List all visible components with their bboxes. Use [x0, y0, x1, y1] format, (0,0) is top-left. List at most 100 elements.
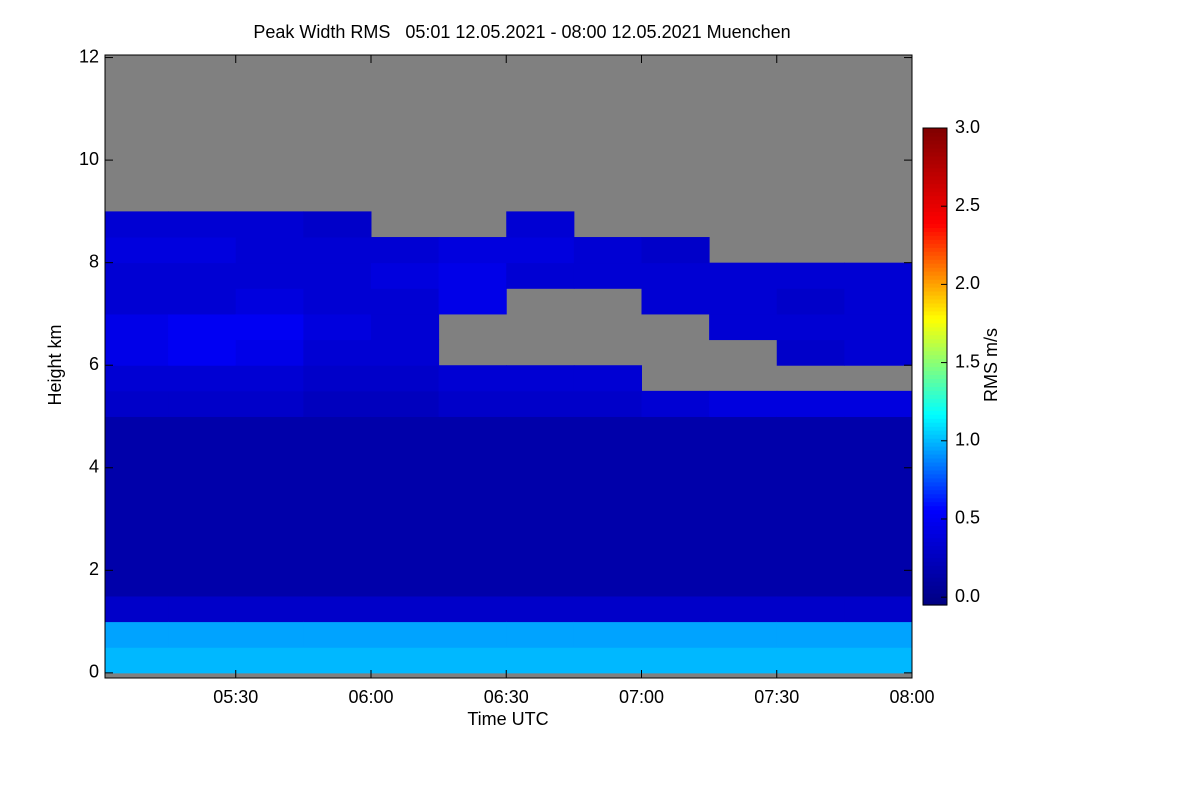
heatmap-cell — [303, 416, 372, 443]
colorbar-segment — [923, 402, 947, 407]
colorbar-segment — [923, 505, 947, 511]
colorbar-segment — [923, 374, 947, 380]
heatmap-cell — [303, 493, 372, 520]
heatmap-cell — [641, 544, 710, 571]
colorbar-segment — [923, 593, 947, 598]
heatmap-cell — [506, 390, 575, 417]
heatmap-cell — [303, 211, 372, 238]
colorbar-segment — [923, 422, 947, 427]
colorbar-segment — [923, 223, 947, 228]
heatmap-cell — [641, 262, 710, 289]
heatmap-cell — [438, 621, 507, 648]
colorbar-segment — [923, 533, 947, 539]
heatmap-cell — [709, 595, 778, 623]
heatmap-cell — [709, 262, 778, 289]
colorbar-segment — [923, 565, 947, 570]
y-tick-label: 12 — [79, 46, 99, 66]
heatmap-cell — [506, 237, 575, 264]
heatmap-cell — [105, 493, 169, 520]
colorbar-segment — [923, 501, 947, 507]
colorbar-segment — [923, 457, 947, 463]
heatmap-cell — [235, 493, 304, 520]
y-tick-label: 8 — [89, 251, 99, 271]
colorbar-segment — [923, 386, 947, 391]
heatmap-cell — [370, 313, 440, 341]
colorbar-segment — [923, 394, 947, 399]
heatmap-cell — [641, 519, 710, 546]
colorbar-segment — [923, 247, 947, 252]
heatmap-cell — [709, 493, 778, 520]
colorbar-segment — [923, 418, 947, 423]
x-axis-label: Time UTC — [467, 709, 548, 729]
heatmap-cell — [303, 390, 372, 417]
colorbar-segment — [923, 263, 947, 268]
y-tick-label: 0 — [89, 662, 99, 682]
heatmap-cell — [641, 288, 710, 315]
heatmap-cell — [438, 595, 507, 623]
colorbar-segment — [923, 199, 947, 205]
colorbar-segment — [923, 298, 947, 304]
heatmap-cell — [168, 493, 237, 520]
heatmap-cell — [303, 237, 372, 264]
colorbar-segment — [923, 187, 947, 193]
heatmap-cell — [168, 442, 237, 469]
heatmap-cell — [844, 339, 913, 366]
colorbar-segment — [923, 601, 947, 606]
heatmap-cell — [844, 288, 913, 315]
heatmap-cell — [105, 570, 169, 597]
heatmap-cell — [235, 621, 304, 648]
heatmap-cell — [776, 288, 845, 315]
colorbar-segment — [923, 449, 947, 455]
colorbar-tick-label: 2.5 — [955, 195, 980, 215]
y-axis-label: Height km — [45, 324, 65, 405]
colorbar-segment — [923, 171, 947, 177]
heatmap-cell — [105, 262, 169, 289]
heatmap-cell — [641, 416, 710, 443]
heatmap-cell — [776, 467, 845, 494]
colorbar-segment — [923, 545, 947, 550]
colorbar-segment — [923, 382, 947, 387]
heatmap-cell — [641, 442, 710, 469]
heatmap-cell — [235, 416, 304, 443]
heatmap-cell — [235, 544, 304, 571]
heatmap-cell — [168, 416, 237, 443]
heatmap-cell — [370, 647, 440, 674]
colorbar-segment — [923, 318, 947, 324]
colorbar-segment — [923, 271, 947, 276]
heatmap-cell — [573, 467, 642, 494]
heatmap-cell — [370, 237, 440, 264]
heatmap-cell — [370, 365, 440, 392]
heatmap-cell — [709, 416, 778, 443]
colorbar-label: RMS m/s — [981, 328, 1001, 402]
heatmap-cell — [506, 365, 575, 392]
colorbar-segment — [923, 322, 947, 328]
heatmap-cell — [506, 519, 575, 546]
heatmap-cell — [438, 237, 507, 264]
heatmap-cell — [844, 621, 913, 648]
heatmap-cell — [776, 570, 845, 597]
heatmap-cell — [168, 288, 237, 315]
heatmap-cell — [709, 544, 778, 571]
colorbar-segment — [923, 573, 947, 578]
heatmap-cell — [168, 647, 237, 674]
heatmap-cell — [303, 467, 372, 494]
colorbar-segment — [923, 438, 947, 443]
colorbar-segment — [923, 283, 947, 288]
heatmap-cell — [235, 211, 304, 238]
colorbar-segment — [923, 366, 947, 372]
colorbar-segment — [923, 306, 947, 312]
colorbar-segment — [923, 434, 947, 439]
colorbar-segment — [923, 143, 947, 149]
colorbar-segment — [923, 346, 947, 352]
colorbar-segment — [923, 275, 947, 280]
heatmap-cell — [105, 621, 169, 648]
heatmap-cell — [844, 595, 913, 623]
colorbar-segment — [923, 509, 947, 515]
heatmap-cell — [573, 416, 642, 443]
colorbar-segment — [923, 239, 947, 244]
colorbar-segment — [923, 513, 947, 519]
heatmap-cell — [438, 288, 507, 315]
colorbar-segment — [923, 211, 947, 217]
colorbar-segment — [923, 195, 947, 201]
